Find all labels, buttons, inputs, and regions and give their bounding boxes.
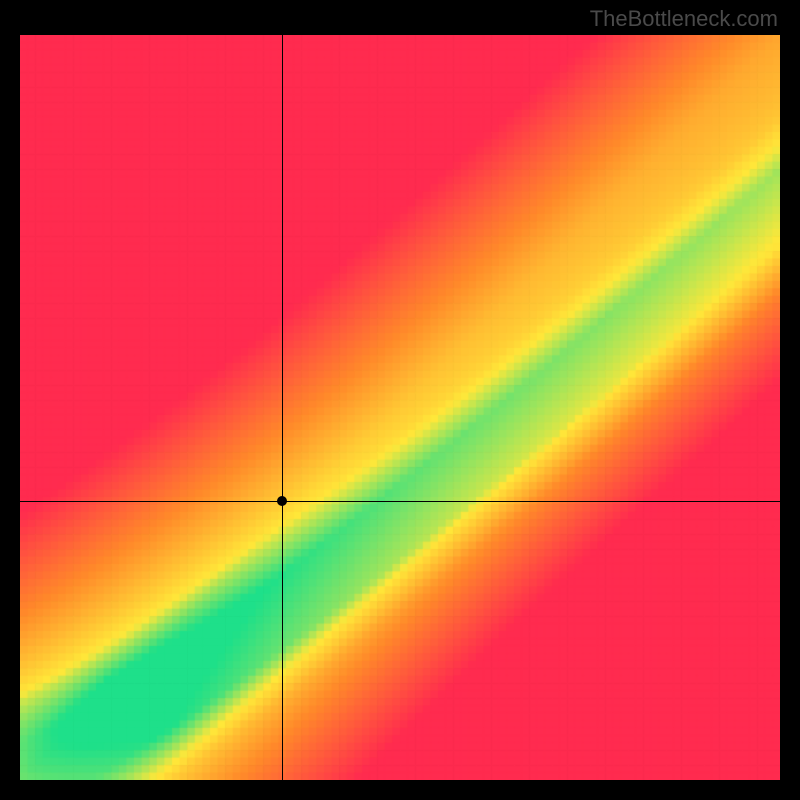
crosshair-marker-dot <box>277 496 287 506</box>
heatmap-canvas <box>20 35 780 780</box>
watermark-text: TheBottleneck.com <box>590 6 778 32</box>
crosshair-horizontal <box>20 501 780 502</box>
heatmap-plot <box>20 35 780 780</box>
crosshair-vertical <box>282 35 283 780</box>
